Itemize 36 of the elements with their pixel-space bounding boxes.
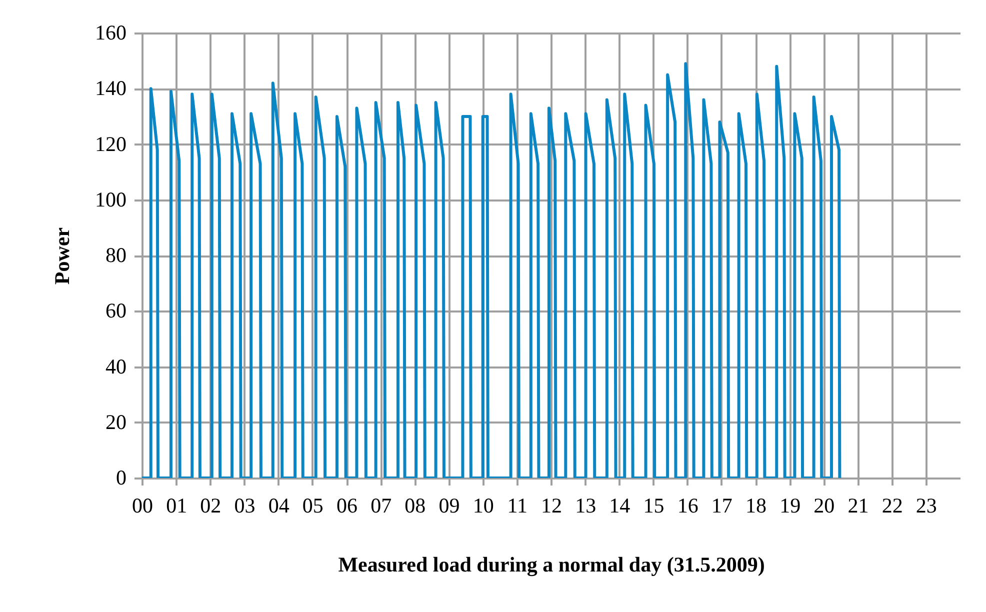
y-tick-label: 0 (116, 466, 126, 490)
x-axis-title: Measured load during a normal day (31.5.2009) (338, 552, 765, 576)
x-tick-label: 00 (132, 494, 153, 518)
line-series (142, 62, 842, 478)
x-tick-label: 18 (746, 494, 766, 518)
y-tick-label: 20 (106, 410, 126, 434)
x-tick-label: 13 (575, 494, 596, 518)
x-tick-label: 06 (336, 494, 358, 518)
y-tick-label: 120 (95, 132, 126, 156)
y-tick-label: 40 (106, 354, 126, 378)
x-tick-label: 23 (916, 494, 937, 518)
x-tick-label: 01 (166, 494, 188, 518)
x-tick-label: 12 (541, 494, 562, 518)
x-tick-label: 02 (200, 494, 222, 518)
y-tick-label: 160 (95, 20, 126, 44)
x-tick-label: 22 (882, 494, 903, 518)
x-tick-label: 05 (302, 494, 324, 518)
x-tick-label: 14 (609, 494, 631, 518)
x-tick-label: 10 (472, 494, 494, 518)
y-tick-label: 60 (106, 298, 126, 323)
x-tick-label: 16 (677, 494, 698, 518)
x-tick-label: 21 (848, 494, 869, 518)
y-tick-label: 140 (95, 76, 126, 100)
y-tick-label: 100 (95, 187, 126, 212)
y-axis-title: Power (50, 227, 74, 285)
y-tick-label: 80 (106, 243, 126, 267)
x-tick-label: 07 (370, 494, 392, 518)
x-tick-label: 11 (507, 494, 528, 518)
x-tick-label: 17 (711, 494, 732, 518)
x-tick-label: 20 (814, 494, 835, 518)
x-tick-label: 03 (234, 494, 256, 518)
x-tick-label: 15 (643, 494, 664, 518)
x-tick-label: 19 (780, 494, 801, 518)
x-tick-label: 09 (438, 494, 460, 518)
x-tick-label: 04 (268, 494, 290, 518)
x-tick-label: 08 (404, 494, 426, 518)
